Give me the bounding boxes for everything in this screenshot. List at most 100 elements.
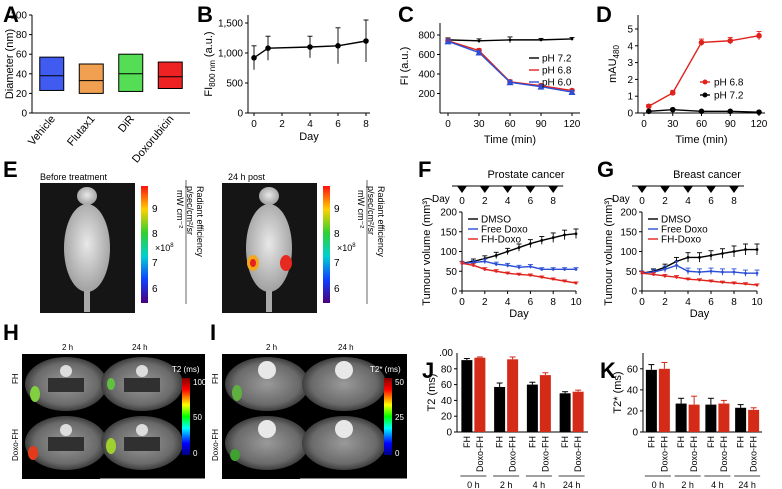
- a-ylabel: Diameter (nm): [4, 29, 16, 99]
- g-series-2-point: [686, 277, 690, 281]
- i-cb-title: T2* (ms): [370, 365, 401, 374]
- f-series-2-point: [506, 271, 509, 275]
- c-xtick-label: 120: [564, 119, 581, 130]
- f-series-2-point: [517, 273, 521, 276]
- d-series-1-point: [756, 109, 762, 115]
- panel-e-imaging: Before treatment 9 8 ×108 7 6 Radiant ef…: [40, 172, 386, 313]
- d-ytick-label: 3: [627, 58, 633, 69]
- g-xtick-label: 10: [751, 297, 763, 308]
- f-xtick-label: 8: [550, 297, 556, 308]
- j-group-label: 0 h: [467, 480, 480, 489]
- j-group-label: 4 h: [533, 480, 546, 489]
- g-series-2-point: [744, 282, 747, 286]
- f-series-2-point: [494, 269, 498, 273]
- f-series-2-point: [483, 267, 487, 271]
- c-ytick-label: 600: [418, 50, 435, 61]
- j-top-label: .00: [439, 348, 453, 359]
- j-ytick-label: 0: [446, 428, 452, 439]
- f-series-1-point: [517, 265, 521, 269]
- d-legend-marker: [702, 92, 708, 98]
- j-ytick-label: 60: [441, 380, 453, 391]
- chart-b-fluorescence: 0 500 1,000 1,500 0 2 4 6 8 FI800 nm (a.u.) Day: [203, 15, 370, 143]
- k-bar-label: FH: [676, 436, 686, 448]
- g-xlabel: Day: [690, 308, 710, 320]
- k-bar: [748, 409, 760, 432]
- f-series-2-point: [574, 281, 578, 285]
- h-cb-title: T2 (ms): [172, 365, 200, 374]
- k-ytick-label: 20: [627, 406, 639, 417]
- d-series-1-point: [727, 108, 734, 115]
- f-dose-marker: [502, 186, 513, 193]
- b-series-point: [363, 38, 369, 44]
- f-series-1-point: [483, 259, 487, 263]
- g-series-2-point: [709, 279, 713, 283]
- g-dose-day: 0: [639, 196, 645, 207]
- f-ytick-label: 0: [451, 287, 457, 298]
- f-legend-label: FH-Doxo: [481, 235, 521, 246]
- c-series-2-point: [537, 83, 545, 90]
- b-xtick-label: 4: [307, 119, 313, 130]
- g-xtick-label: 6: [708, 297, 714, 308]
- k-bar-label: FH: [646, 436, 656, 448]
- panel-label-e: E: [3, 157, 18, 182]
- f-ytick-label: 150: [440, 227, 457, 238]
- g-ylabel: Tumour volume (mm³): [603, 197, 615, 305]
- a-box-1: [78, 63, 104, 94]
- f-dose-label: Day: [432, 194, 450, 205]
- b-xtick-label: 6: [335, 119, 341, 130]
- svg-text:Radiant efficiency: Radiant efficiency: [195, 186, 205, 257]
- k-ytick-label: 0: [632, 428, 638, 439]
- a-ytick-label: 40: [16, 69, 28, 80]
- f-series-1-point: [506, 263, 509, 267]
- panel-label-j: J: [422, 358, 434, 383]
- h-row-doxo: Doxo-FH: [11, 429, 20, 461]
- i-colorbar: [384, 378, 392, 455]
- g-legend-label: Free Doxo: [661, 225, 708, 236]
- cb-e1-tick-7: 7: [152, 258, 158, 269]
- g-dose-marker: [729, 186, 739, 193]
- c-xlabel: Time (min): [484, 134, 536, 146]
- f-series-2-point: [460, 261, 464, 265]
- g-series-0-point: [698, 256, 701, 259]
- g-series-2-point: [755, 283, 759, 287]
- k-bar: [675, 403, 687, 432]
- k-group-label: 24 h: [738, 480, 756, 489]
- f-series-1-point: [472, 261, 475, 264]
- f-xtick-label: 4: [505, 297, 511, 308]
- colorbar-e-before: [141, 186, 148, 303]
- b-ytick-label: 1,500: [218, 19, 243, 30]
- g-ytick-label: 200: [620, 208, 637, 219]
- i-slice-doxo-24h: [302, 416, 386, 470]
- j-bar-label: FH: [527, 436, 537, 448]
- b-xtick-label: 8: [363, 119, 369, 130]
- d-legend-label: pH 6.8: [714, 78, 744, 89]
- panel-i-mri: 2 h 24 h FH Doxo-FH T2* (ms) 50 25 0: [211, 343, 407, 480]
- svg-text:mW cm⁻²: mW cm⁻²: [175, 190, 185, 228]
- k-ytick-label: 60: [627, 364, 639, 375]
- j-bar-label: FH: [462, 436, 472, 448]
- g-ytick-label: 50: [626, 267, 638, 278]
- f-dose-marker: [548, 186, 559, 193]
- j-bar: [526, 384, 538, 432]
- c-series-2-point: [475, 49, 483, 56]
- a-box-2: [118, 53, 144, 92]
- d-series-0-point: [645, 103, 652, 110]
- j-bar: [474, 357, 486, 432]
- chart-c-fi-ph: 200 400 600 800 0 30 60 90 120 FI (a.u.) Time (min…: [399, 23, 581, 146]
- mouse-before: [64, 187, 110, 312]
- c-series-0-point: [477, 39, 481, 43]
- d-series-1-point: [698, 108, 705, 115]
- d-ytick-label: 1: [627, 92, 633, 103]
- h-cb-50: 50: [193, 413, 202, 422]
- label-24h-post: 24 h post: [228, 172, 266, 182]
- i-slice-fh-2h: [225, 357, 309, 411]
- k-bar: [658, 368, 670, 432]
- d-xtick-label: 60: [696, 119, 708, 130]
- d-xtick-label: 0: [641, 119, 647, 130]
- g-series-2-point: [732, 281, 736, 285]
- k-group-label: 4 h: [711, 480, 724, 489]
- f-series-2-point: [529, 273, 532, 277]
